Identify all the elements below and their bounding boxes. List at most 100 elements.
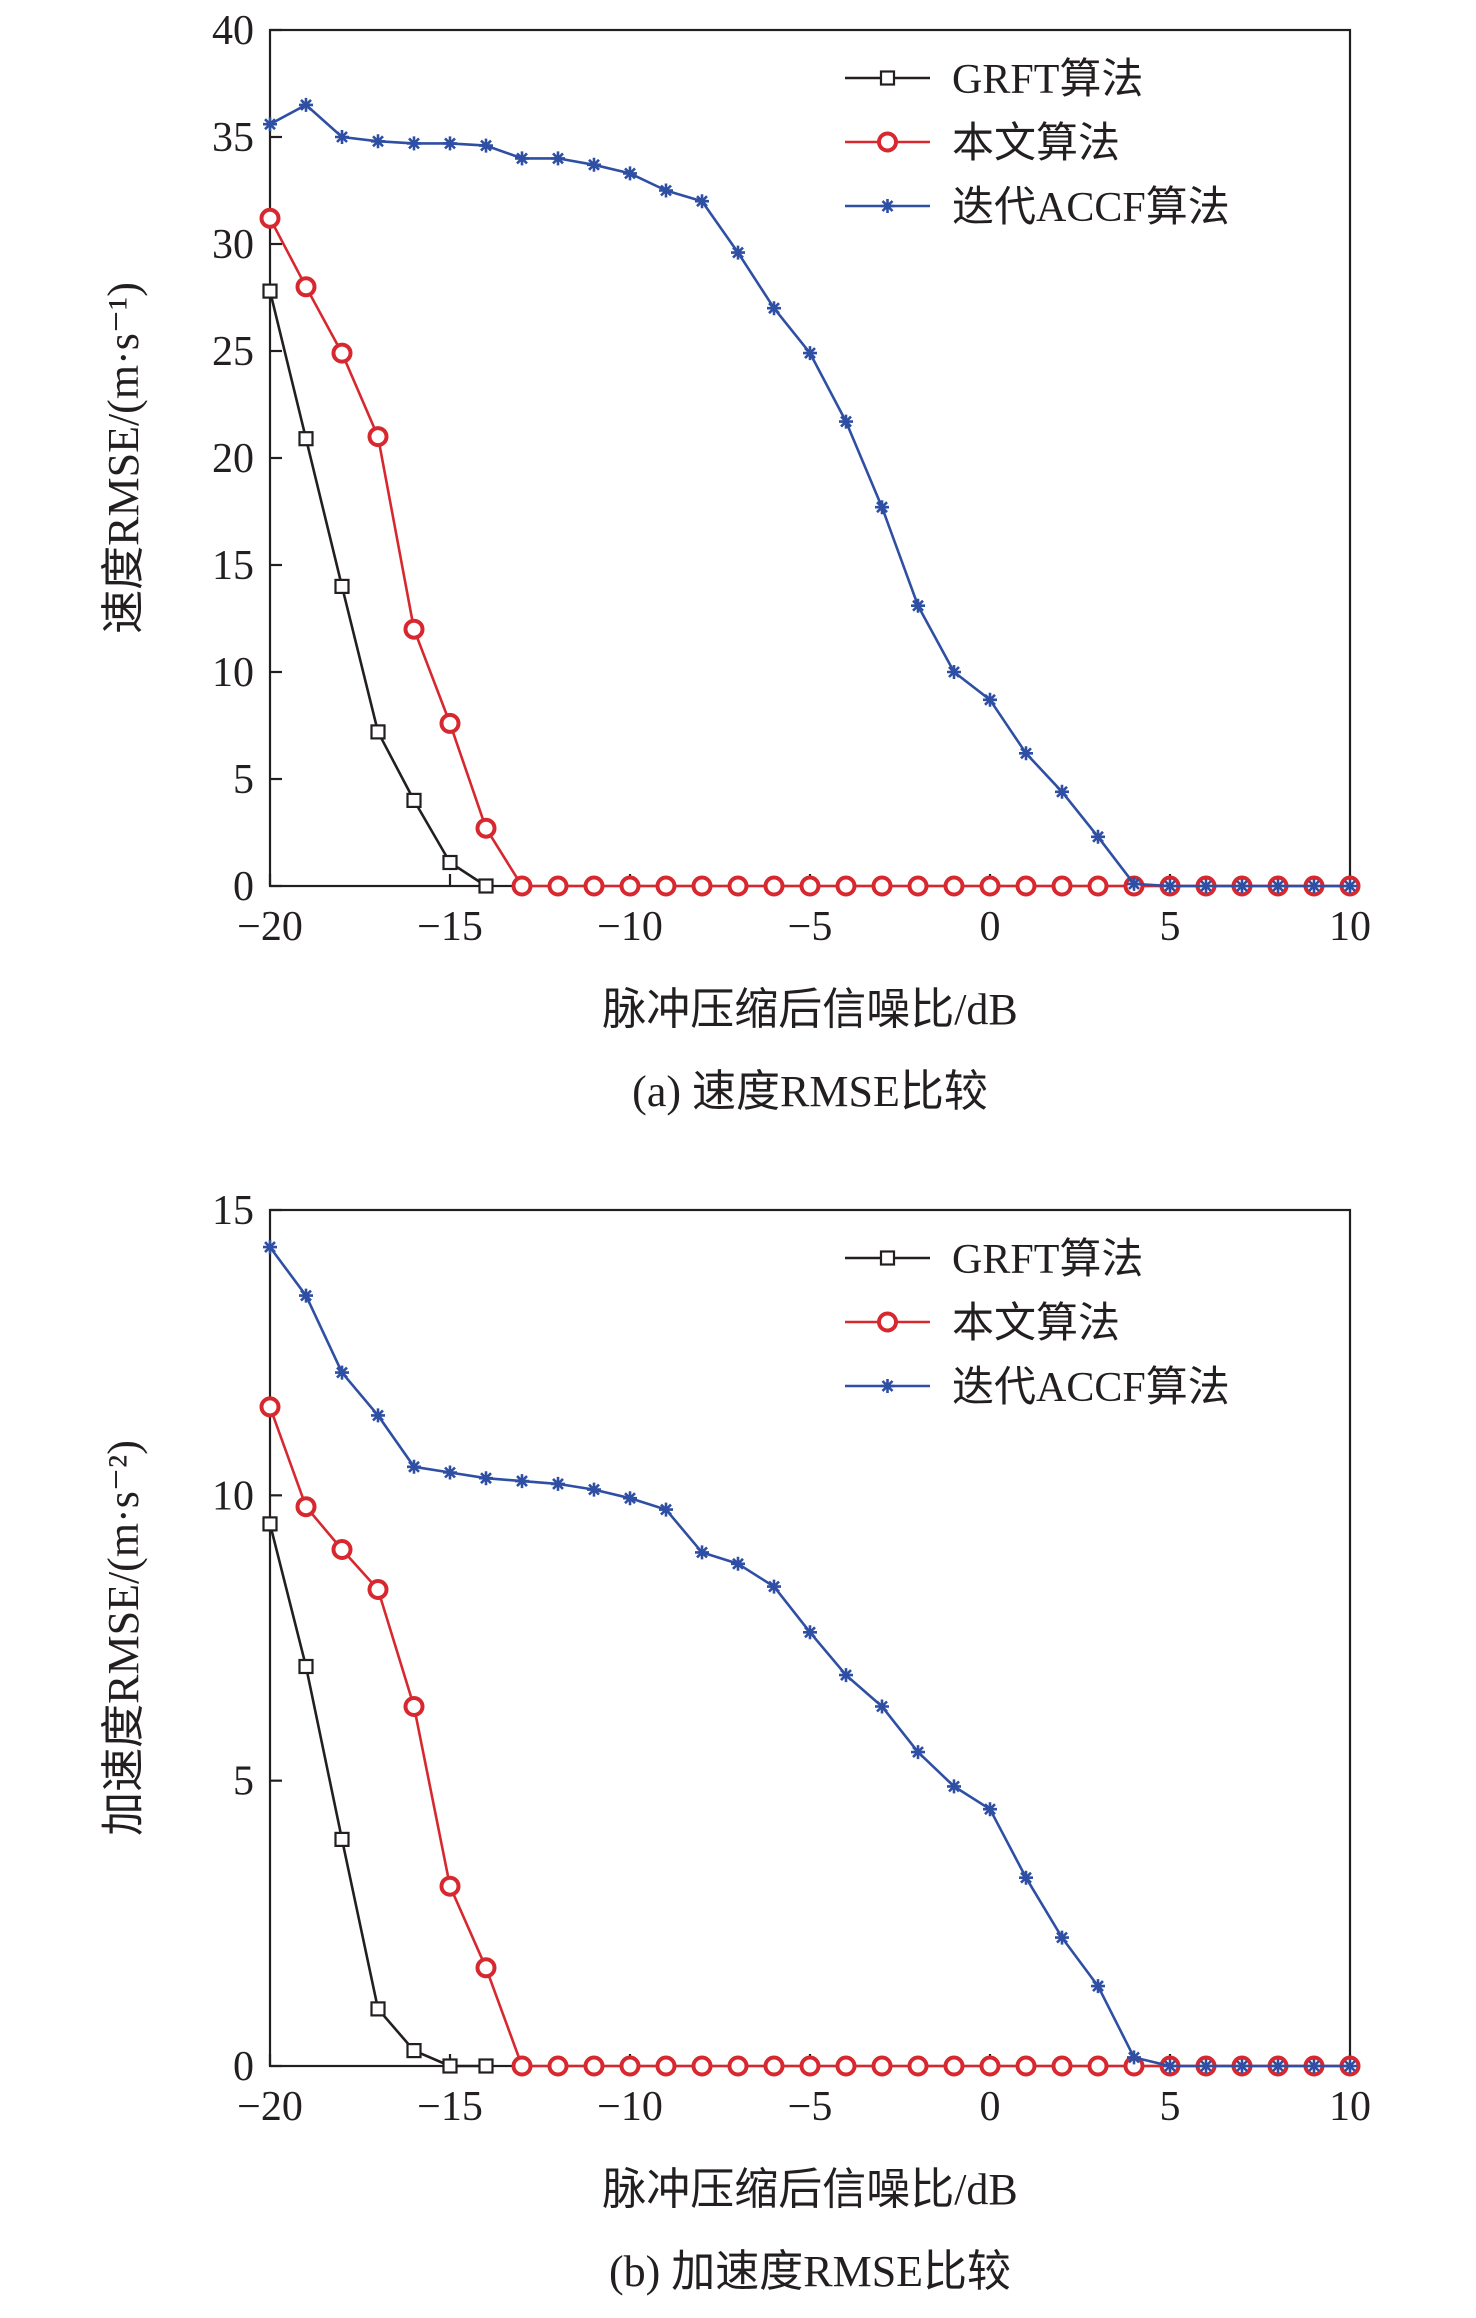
data-point bbox=[1017, 1869, 1035, 1886]
data-point bbox=[475, 1957, 497, 1979]
y-axis-label-a: 速度RMSE/(m·s⁻¹) bbox=[99, 282, 148, 634]
data-point bbox=[765, 299, 783, 317]
data-point bbox=[727, 2055, 749, 2077]
data-point bbox=[406, 792, 422, 809]
data-point bbox=[1161, 2057, 1179, 2075]
y-axis-label-b: 加速度RMSE/(m·s⁻²) bbox=[99, 1440, 148, 1836]
data-point bbox=[945, 1778, 963, 1795]
data-point bbox=[547, 875, 569, 897]
legend-item: 本文算法 bbox=[845, 1300, 1120, 1347]
legend-item: 迭代ACCF算法 bbox=[845, 1365, 1230, 1411]
y-tick-label: 25 bbox=[212, 329, 254, 375]
data-point bbox=[801, 1624, 819, 1641]
data-point bbox=[835, 2055, 857, 2077]
data-point bbox=[657, 1501, 675, 1518]
y-tick-label: 5 bbox=[233, 1759, 254, 1805]
data-point bbox=[909, 597, 927, 615]
data-point bbox=[763, 875, 785, 897]
data-point bbox=[298, 431, 314, 447]
data-point bbox=[1125, 875, 1143, 893]
legend-item: 迭代ACCF算法 bbox=[845, 185, 1230, 231]
data-point bbox=[1087, 2055, 1109, 2077]
data-point bbox=[871, 875, 893, 897]
data-point bbox=[1017, 744, 1035, 762]
data-point bbox=[583, 875, 605, 897]
data-point bbox=[478, 878, 494, 894]
legend-swatch-marker bbox=[879, 1377, 896, 1395]
data-point bbox=[1305, 877, 1323, 895]
data-point bbox=[621, 165, 639, 182]
data-point bbox=[334, 1831, 350, 1848]
data-point bbox=[367, 426, 389, 448]
series-line bbox=[268, 217, 1350, 888]
data-point bbox=[370, 2001, 386, 2017]
data-point bbox=[1015, 2055, 1037, 2077]
legend-label: 迭代ACCF算法 bbox=[952, 1365, 1230, 1411]
data-point bbox=[585, 1481, 603, 1498]
x-tick-label: 5 bbox=[1160, 904, 1181, 950]
panel-a: −20 −15 −10 −5 0 5 10 0 5 10 15 20 25 30 35 40 GRFT算法本文… bbox=[99, 8, 1371, 1116]
data-point bbox=[369, 133, 387, 150]
data-point bbox=[943, 2055, 965, 2077]
data-point bbox=[873, 498, 891, 516]
data-point bbox=[729, 1555, 747, 1573]
data-point bbox=[441, 135, 459, 152]
x-tick-label: −5 bbox=[788, 2084, 833, 2130]
data-point bbox=[297, 96, 315, 114]
data-point bbox=[1197, 877, 1215, 895]
data-point bbox=[873, 1698, 891, 1715]
data-point bbox=[763, 2055, 785, 2077]
data-point bbox=[799, 875, 821, 897]
y-tick-label: 20 bbox=[212, 436, 254, 482]
data-point bbox=[981, 691, 999, 709]
x-tick-label: −20 bbox=[237, 904, 303, 950]
data-point bbox=[475, 817, 497, 839]
data-point bbox=[406, 2043, 422, 2059]
data-point bbox=[621, 1489, 639, 1507]
legend-item: 本文算法 bbox=[845, 120, 1120, 167]
x-tick-label: 10 bbox=[1329, 2084, 1371, 2130]
data-point bbox=[945, 663, 963, 681]
x-tick-label: −10 bbox=[597, 904, 663, 950]
data-point bbox=[799, 2055, 821, 2077]
data-point bbox=[262, 283, 278, 299]
data-point bbox=[261, 1238, 279, 1256]
y-tick-label: 0 bbox=[233, 2044, 254, 2090]
x-tick-label: 10 bbox=[1329, 904, 1371, 950]
data-point bbox=[333, 128, 351, 146]
data-point bbox=[943, 875, 965, 897]
data-point bbox=[262, 1516, 278, 1532]
legend-swatch-marker bbox=[877, 1311, 898, 1333]
data-point bbox=[403, 618, 425, 640]
data-point bbox=[1161, 877, 1179, 895]
x-axis-label-b: 脉冲压缩后信噪比/dB bbox=[602, 2165, 1018, 2214]
x-tick-label: −15 bbox=[417, 904, 483, 950]
data-point bbox=[1051, 2055, 1073, 2077]
x-tick-label: 5 bbox=[1160, 2084, 1181, 2130]
data-point bbox=[1233, 877, 1251, 895]
data-point bbox=[439, 712, 461, 734]
data-point bbox=[370, 724, 386, 740]
data-point bbox=[691, 875, 713, 897]
data-point bbox=[331, 1539, 353, 1560]
y-tick-label: 15 bbox=[212, 543, 254, 589]
data-point bbox=[441, 1464, 459, 1481]
data-point bbox=[837, 413, 855, 430]
data-point bbox=[1305, 2057, 1323, 2075]
data-point bbox=[1233, 2057, 1251, 2075]
data-point bbox=[871, 2055, 893, 2077]
data-point bbox=[403, 1696, 425, 1717]
data-point bbox=[511, 875, 533, 897]
panel-b: −20 −15 −10 −5 0 5 10 0 5 10 15 GRFT算法本文算法迭代ACCF算法… bbox=[99, 1188, 1371, 2296]
data-point bbox=[585, 156, 603, 174]
plot-frame-a bbox=[268, 28, 1352, 888]
data-point bbox=[439, 1875, 461, 1897]
y-tick-label: 10 bbox=[212, 1473, 254, 1519]
legend-item: GRFT算法 bbox=[845, 57, 1143, 103]
legend-item: GRFT算法 bbox=[845, 1237, 1143, 1283]
data-point bbox=[405, 1458, 423, 1476]
data-point bbox=[835, 875, 857, 897]
legend-swatch-marker bbox=[877, 131, 898, 153]
